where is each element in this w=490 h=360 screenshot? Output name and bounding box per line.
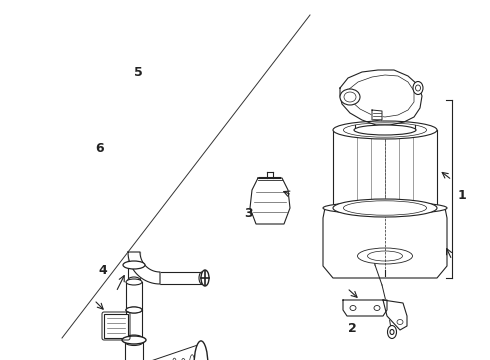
Ellipse shape [201,270,209,286]
Ellipse shape [196,344,206,360]
Polygon shape [250,178,290,224]
Ellipse shape [340,89,360,105]
Polygon shape [323,208,447,278]
Ellipse shape [172,358,177,360]
Ellipse shape [189,355,195,360]
Ellipse shape [122,336,146,344]
Ellipse shape [413,81,423,95]
Polygon shape [372,110,382,121]
Ellipse shape [126,279,142,285]
Ellipse shape [126,335,142,341]
Ellipse shape [388,325,396,338]
Ellipse shape [343,123,427,137]
Ellipse shape [199,272,205,284]
Bar [104,314,128,338]
Ellipse shape [323,202,447,214]
Polygon shape [383,300,407,330]
Text: 3: 3 [244,207,252,220]
Text: 1: 1 [458,189,466,202]
Ellipse shape [390,329,394,334]
Polygon shape [340,70,422,125]
Ellipse shape [416,85,420,91]
Text: 6: 6 [96,141,104,154]
Ellipse shape [125,338,143,346]
Ellipse shape [374,306,380,310]
Ellipse shape [354,125,416,135]
Ellipse shape [123,261,145,269]
Ellipse shape [358,248,413,264]
Ellipse shape [333,121,437,139]
Polygon shape [128,252,160,284]
Ellipse shape [198,355,204,360]
Text: 4: 4 [98,264,107,276]
Ellipse shape [397,320,403,324]
Ellipse shape [344,92,356,102]
Ellipse shape [194,341,208,360]
Ellipse shape [368,251,402,261]
Ellipse shape [126,307,142,313]
Text: 2: 2 [347,321,356,334]
Ellipse shape [128,277,140,283]
Text: 5: 5 [134,66,143,78]
Polygon shape [343,300,387,316]
Ellipse shape [180,358,186,360]
Ellipse shape [350,306,356,310]
Ellipse shape [343,201,427,215]
Ellipse shape [126,307,142,313]
Ellipse shape [333,199,437,217]
